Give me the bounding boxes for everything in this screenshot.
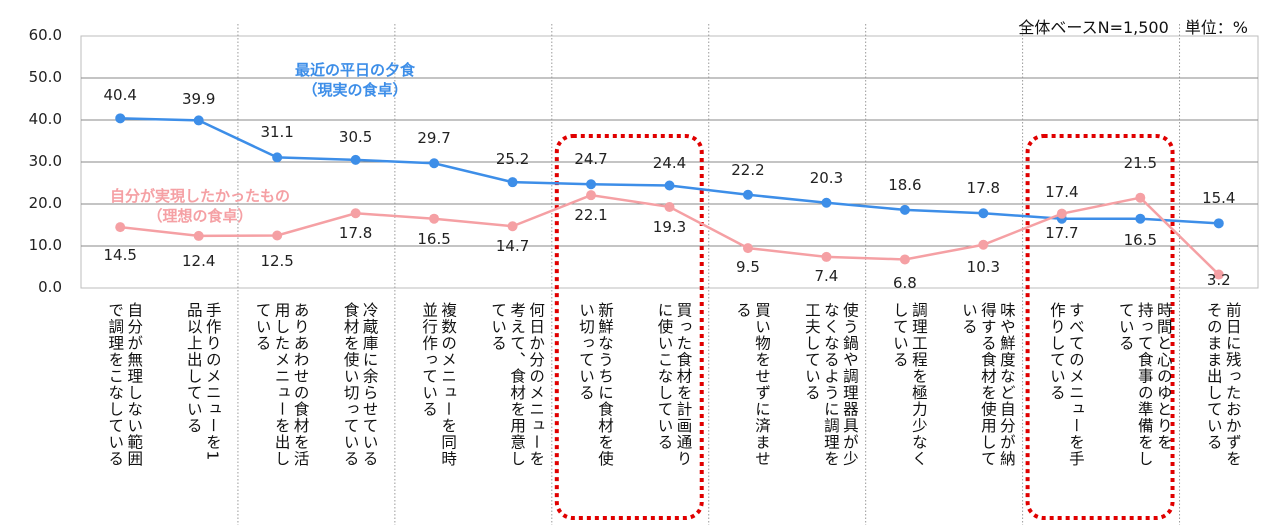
data-point [899, 204, 910, 215]
data-point [821, 197, 832, 208]
sample-size-note: 全体ベースN=1,500 単位：% [1018, 18, 1248, 37]
data-point [586, 179, 597, 190]
x-category-label: 自分が無理しない範囲 で調理をこなしている [106, 302, 144, 467]
x-category-label: 冷蔵庫に余らせている 食材を使い切っている [341, 302, 379, 467]
data-point [115, 113, 126, 124]
data-label-ideal: 14.7 [495, 237, 530, 255]
data-point [429, 213, 440, 224]
data-label-real: 24.7 [574, 150, 608, 169]
x-category-label: 味や鮮度など自分が納 得する食材を使用して いる [959, 302, 1016, 467]
data-label-ideal: 16.5 [417, 230, 451, 248]
y-tick-label: 0.0 [38, 278, 62, 296]
x-category-label: 新鮮なうちに食材を使 い切っている [577, 302, 615, 467]
data-label-real: 40.4 [103, 86, 137, 105]
data-point [586, 190, 597, 201]
data-label-real: 17.4 [1045, 182, 1079, 201]
data-label-real: 29.7 [417, 129, 451, 148]
highlight-box [554, 134, 704, 520]
data-point [272, 152, 283, 163]
data-point [978, 208, 989, 219]
x-category-label: 時間と心のゆとりを 持って食事の準備をし ている [1116, 302, 1173, 467]
data-label-real: 31.1 [260, 123, 294, 142]
y-tick-label: 20.0 [28, 194, 62, 212]
data-point [1135, 213, 1146, 224]
data-label-real: 20.3 [809, 168, 844, 187]
data-point [664, 201, 675, 212]
data-point [115, 222, 126, 233]
data-label-ideal: 21.5 [1123, 154, 1157, 172]
data-label-ideal: 9.5 [736, 258, 760, 276]
y-tick-label: 60.0 [28, 26, 62, 44]
y-tick-label: 10.0 [28, 236, 62, 254]
x-category-label: 使う鍋や調理器具が少 なくなるように調理を 工夫している [802, 302, 859, 467]
x-category-label: 複数のメニューを同時 並行作っている [420, 302, 458, 467]
data-point [429, 158, 440, 169]
data-point [272, 230, 283, 241]
y-tick-label: 30.0 [28, 152, 62, 170]
data-label-real: 22.2 [731, 160, 765, 179]
data-label-ideal: 19.3 [652, 218, 687, 236]
data-point [821, 251, 832, 262]
data-point [742, 243, 753, 254]
x-category-label: 調理工程を極力少なく している [890, 302, 928, 467]
data-label-real: 24.4 [652, 153, 687, 172]
data-point [1135, 192, 1146, 203]
data-label-real: 25.2 [495, 150, 530, 169]
x-category-label: 何日か分のメニューを 考えて、食材を用意し ている [489, 302, 546, 467]
y-tick-label: 40.0 [28, 110, 62, 128]
data-label-real: 18.6 [888, 175, 922, 194]
data-label-ideal: 6.8 [892, 274, 917, 292]
data-label-ideal: 10.3 [966, 258, 1001, 276]
highlight-box [1025, 134, 1175, 520]
data-label-ideal: 14.5 [103, 246, 137, 264]
data-point [193, 230, 204, 241]
data-label-ideal: 12.5 [260, 252, 294, 270]
data-label-ideal: 17.7 [1045, 224, 1079, 242]
x-category-label: 買い物をせずに済ませ る [733, 302, 771, 467]
data-label-real: 16.5 [1123, 230, 1157, 249]
x-category-label: 買った食材を計画通り に使いこなしている [655, 302, 693, 467]
data-point [1056, 208, 1067, 219]
data-label-real: 17.8 [966, 179, 1001, 198]
data-label-ideal: 22.1 [574, 206, 608, 224]
data-point [193, 115, 204, 126]
data-point [350, 208, 361, 219]
data-point [742, 189, 753, 200]
data-point [507, 221, 518, 232]
data-label-ideal: 17.8 [338, 224, 373, 242]
data-label-real: 15.4 [1202, 189, 1236, 208]
x-category-label: 手作りのメニューを1 品以上出している [184, 302, 222, 462]
x-category-label: ありあわせの食材を活 用したメニューを出し ている [253, 302, 310, 467]
data-point [978, 239, 989, 250]
x-category-label: 前日に残ったおかずを そのまま出している [1204, 302, 1242, 467]
x-category-label: すべてのメニューを手 作りしている [1047, 302, 1085, 467]
data-point [507, 177, 518, 188]
data-point [350, 154, 361, 165]
legend-ideal-series: 自分が実現したかったもの （理想の食卓） [109, 187, 291, 225]
data-label-real: 39.9 [181, 90, 216, 109]
data-point [1213, 269, 1224, 280]
data-point [899, 254, 910, 265]
data-label-ideal: 12.4 [181, 252, 216, 270]
data-label-ideal: 3.2 [1206, 271, 1231, 289]
data-point [664, 180, 675, 191]
legend-real-series: 最近の平日の夕食 （現実の食卓） [294, 61, 416, 99]
data-point [1213, 218, 1224, 229]
data-label-ideal: 7.4 [814, 267, 839, 285]
data-label-real: 30.5 [338, 127, 373, 146]
y-tick-label: 50.0 [28, 68, 62, 86]
